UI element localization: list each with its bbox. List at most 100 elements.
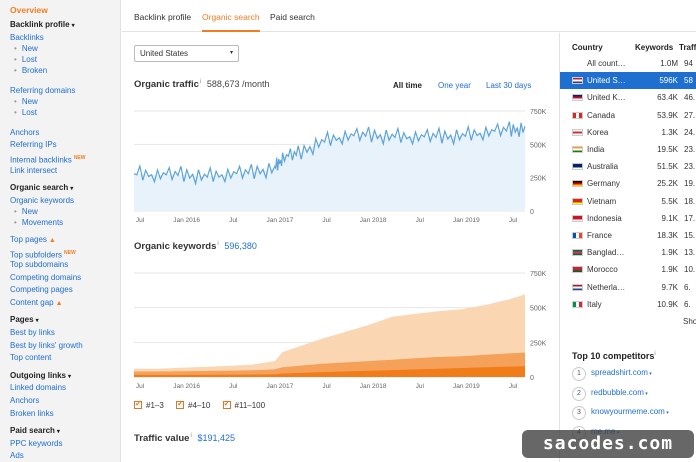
competitor-item[interactable]: 3 knowyourmeme.com ▾ [572,405,669,423]
tab-paid-search[interactable]: Paid search [270,12,315,22]
sidebar-item-top-pages[interactable]: Top pages ▲ [10,234,120,247]
sidebar-item-backlinks[interactable]: Backlinks [10,32,120,45]
country-traffic-cell: 23. [684,162,696,172]
country-row[interactable]: Banglad… 1.9K 13. [560,244,696,261]
sidebar-item-competing-pages[interactable]: Competing pages [10,284,120,297]
country-row[interactable]: Vietnam 5.5K 18. [560,193,696,210]
country-row[interactable]: All count… 1.0M 94 [560,55,696,72]
sidebar-section-organic-search[interactable]: Organic search ▾ [10,182,120,195]
sidebar-item-organic-keywords[interactable]: Organic keywords [10,195,120,208]
country-row[interactable]: United K… 63.4K 46. [560,89,696,106]
sidebar-item-best-by-links-growth[interactable]: Best by links' growth [10,340,120,353]
sidebar-item-anchors[interactable]: Anchors [10,127,120,140]
sidebar-item-movements[interactable]: Movements [10,218,120,229]
info-icon[interactable]: i [190,433,192,439]
sidebar-item-internal-backlinks[interactable]: Internal backlinks NEW [10,152,120,165]
legend-item-1-3[interactable]: #1–3 [134,399,164,410]
sidebar-item-referring-domains[interactable]: Referring domains [10,85,120,98]
country-row[interactable]: Germany 25.2K 19. [560,175,696,192]
checkbox-icon[interactable] [176,399,185,409]
tab-backlink-profile[interactable]: Backlink profile [134,12,192,22]
traffic-value-title: Traffic value [134,433,190,445]
country-row[interactable]: Netherla… 9.7K 6. [560,279,696,296]
sidebar-item-referring-ips[interactable]: Referring IPs [10,139,120,152]
sidebar-overview-link[interactable]: Overview [10,5,48,15]
sidebar-item-top-subdomains[interactable]: Top subdomains [10,259,120,272]
sidebar-section-paid-search[interactable]: Paid search ▾ [10,425,120,438]
competitor-rank: 3 [572,406,586,420]
competitor-domain: knowyourmeme.com [591,407,665,416]
country-row[interactable]: Canada 53.9K 27. [560,107,696,124]
sidebar-section-backlink-profile[interactable]: Backlink profile ▾ [10,19,120,32]
fire-icon: ▲ [55,299,63,307]
country-row[interactable]: Indonesia 9.1K 17. [560,210,696,227]
show-more-link[interactable]: Sho [683,317,696,326]
new-badge: NEW [73,154,86,161]
sidebar-item-linked-domains[interactable]: Linked domains [10,382,120,395]
country-keywords-cell: 9.1K [661,213,678,223]
sidebar-item-lost[interactable]: Lost [10,55,120,66]
sidebar-item-top-subfolders[interactable]: Top subfolders NEW [10,247,120,260]
competitor-item[interactable]: 1 spreadshirt.com ▾ [572,366,652,384]
sidebar-item-label: New [21,207,38,217]
country-row[interactable]: Korea 1.3K 24. [560,124,696,141]
chevron-down-icon: ▾ [229,50,233,56]
organic-keywords-heading: Organic keywordsi 596,380 [134,241,257,252]
flag-icon [572,214,583,222]
legend-item-4-10[interactable]: #4–10 [176,399,210,410]
traffic-column-header[interactable]: Traffi [679,43,696,52]
sidebar-item-content-gap[interactable]: Content gap ▲ [10,297,120,310]
flag-icon [572,266,583,274]
sidebar-section-pages[interactable]: Pages ▾ [10,314,120,327]
info-icon[interactable]: i [199,79,202,85]
y-tick-label: 0 [530,375,534,382]
country-row[interactable]: Morocco 1.9K 10. [560,261,696,278]
sidebar-item-link-intersect[interactable]: Link intersect [10,165,120,178]
country-keywords-cell: 5.5K [661,196,678,206]
keywords-band-3 [134,294,525,377]
sidebar-item-new[interactable]: New [10,97,120,108]
country-row[interactable]: France 18.3K 15. [560,227,696,244]
sidebar-item-new[interactable]: New [10,44,120,55]
sidebar-item-label: Organic keywords [10,195,75,205]
sidebar-item-broken-links[interactable]: Broken links [10,408,120,421]
checkbox-icon[interactable] [134,399,142,409]
checkbox-icon[interactable] [222,399,231,409]
country-row[interactable]: United S… 596K 58 [560,72,696,90]
organic-keywords-title: Organic keywords [134,241,217,253]
country-column-header[interactable]: Country [572,43,603,52]
competitor-link[interactable]: redbubble.com ▾ [591,388,648,397]
country-row[interactable]: India 19.5K 23. [560,141,696,158]
x-tick-label: Jul [322,383,331,390]
y-tick-label: 750K [530,271,547,278]
info-icon[interactable]: i [654,351,656,357]
sidebar-item-broken[interactable]: Broken [10,66,120,77]
competitor-link[interactable]: spreadshirt.com ▾ [591,368,652,377]
country-row[interactable]: Australia 51.5K 23. [560,158,696,175]
competitor-item[interactable]: 2 redbubble.com ▾ [572,386,648,404]
sidebar-item-new[interactable]: New [10,207,120,218]
country-select[interactable]: United States ▾ [134,45,239,62]
keywords-column-header[interactable]: Keywords [635,43,674,52]
sidebar-item-anchors[interactable]: Anchors [10,395,120,408]
range-last-30-days-button[interactable]: Last 30 days [486,81,532,90]
sidebar-item-lost[interactable]: Lost [10,108,120,119]
sidebar-item-top-content[interactable]: Top content [10,352,120,365]
sidebar-menu: Backlink profile▾BacklinksNewLostBrokenR… [10,19,120,462]
sidebar-spacer [10,119,120,127]
range-one-year-button[interactable]: One year [438,81,471,90]
flag-icon [572,94,583,102]
organic-traffic-title: Organic traffic [134,79,199,91]
sidebar-item-ads[interactable]: Ads [10,450,120,462]
info-icon[interactable]: i [217,241,219,247]
sidebar-item-ppc-keywords[interactable]: PPC keywords [10,438,120,451]
tab-organic-search[interactable]: Organic search [202,12,260,32]
competitor-link[interactable]: knowyourmeme.com ▾ [591,407,669,416]
sidebar-section-outgoing-links[interactable]: Outgoing links ▾ [10,370,120,383]
sidebar-item-competing-domains[interactable]: Competing domains [10,272,120,285]
legend-item-11-100[interactable]: #11–100 [222,399,265,410]
sidebar-item-best-by-links[interactable]: Best by links [10,327,120,340]
country-row[interactable]: Italy 10.9K 6. [560,296,696,313]
sidebar-item-label: Pages [10,315,34,325]
range-all-time-button[interactable]: All time [393,81,422,90]
